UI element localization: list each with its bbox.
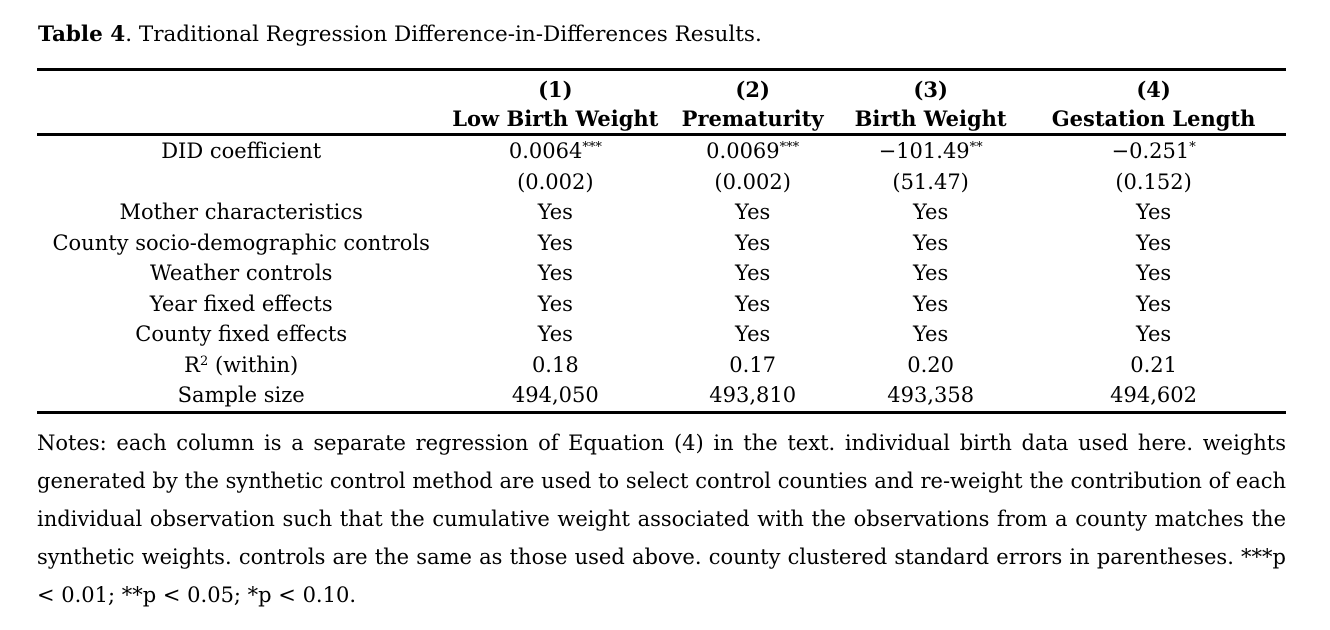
column-header: Gestation Length <box>1021 104 1286 136</box>
cell-value: Yes <box>735 291 771 316</box>
empty-corner-cell <box>37 70 445 105</box>
table-caption-text: . Traditional Regression Difference-in-D… <box>125 22 762 47</box>
cell-value: 494,050 <box>511 383 599 408</box>
row-label <box>37 167 445 198</box>
table-notes: Notes: each column is a separate regress… <box>37 430 1286 607</box>
cell-value: 493,358 <box>887 383 975 408</box>
table-row: DID coefficient 0.0064*** 0.0069*** −101… <box>37 135 1286 167</box>
cell-value: 0.21 <box>1130 352 1177 377</box>
row-label: R2 (within) <box>37 350 445 381</box>
column-header: Birth Weight <box>840 104 1022 136</box>
row-label: Weather controls <box>149 261 333 286</box>
column-header: Low Birth Weight <box>445 104 666 136</box>
column-header: Prematurity <box>665 104 841 136</box>
cell-value: Yes <box>1135 230 1172 255</box>
coefficient: 0.0069 <box>706 139 780 164</box>
significance-stars: *** <box>779 140 800 156</box>
table-row: R2 (within) 0.18 0.17 0.20 0.21 <box>37 350 1286 381</box>
table-caption-number: Table 4 <box>38 22 126 47</box>
cell-value: 0.18 <box>531 352 579 377</box>
r-squared-label: R <box>184 352 200 377</box>
superscript-2: 2 <box>199 353 209 369</box>
significance-stars: *** <box>582 140 602 156</box>
cell-value: Yes <box>537 261 573 286</box>
cell-value: Yes <box>735 261 771 286</box>
row-label: County socio-demographic controls <box>52 230 430 255</box>
coefficient: −0.251 <box>1111 139 1190 164</box>
cell-value: Yes <box>1135 291 1172 316</box>
row-label: County fixed effects <box>135 322 348 347</box>
coefficient: 0.0064 <box>508 139 583 164</box>
row-label: DID coefficient <box>161 139 322 164</box>
cell-value: 494,602 <box>1110 383 1198 408</box>
table-row: (0.002) (0.002) (51.47) (0.152) <box>37 167 1286 198</box>
cell-value: Yes <box>537 291 573 316</box>
table-row: Weather controls Yes Yes Yes Yes <box>37 258 1286 289</box>
row-label: Mother characteristics <box>119 200 363 225</box>
cell-value: Yes <box>913 322 949 347</box>
row-label: Year fixed effects <box>149 291 333 316</box>
cell-value: −0.251* <box>1021 135 1286 167</box>
cell-value: Yes <box>1135 322 1172 347</box>
cell-value: Yes <box>735 230 771 255</box>
table-row: County fixed effects Yes Yes Yes Yes <box>37 319 1286 350</box>
table-row: Sample size 494,050 493,810 493,358 494,… <box>37 380 1286 412</box>
cell-value: (0.152) <box>1115 169 1192 194</box>
cell-value: (51.47) <box>892 169 969 194</box>
table-row: Mother characteristics Yes Yes Yes Yes <box>37 197 1286 228</box>
cell-value: −101.49** <box>840 135 1021 167</box>
cell-value: Yes <box>913 291 949 316</box>
cell-value: Yes <box>735 322 771 347</box>
cell-value: 0.0064*** <box>445 135 665 167</box>
column-number: (2) <box>735 76 770 102</box>
empty-corner-cell <box>37 104 446 136</box>
significance-stars: ** <box>969 140 983 156</box>
table-row: Year fixed effects Yes Yes Yes Yes <box>37 289 1286 320</box>
column-header-row: Low Birth Weight Prematurity Birth Weigh… <box>37 104 1286 136</box>
cell-value: Yes <box>913 230 949 255</box>
column-number: (1) <box>538 76 573 102</box>
column-number: (3) <box>913 76 948 102</box>
cell-value: Yes <box>537 322 573 347</box>
cell-value: 0.0069*** <box>665 135 840 167</box>
table-caption: Table 4. Traditional Regression Differen… <box>38 22 1286 48</box>
table-row: County socio-demographic controls Yes Ye… <box>37 228 1286 259</box>
regression-results-table: (1) (2) (3) (4) Low Birth Weight Prematu… <box>37 68 1286 414</box>
cell-value: Yes <box>1135 200 1172 225</box>
cell-value: 0.20 <box>907 352 955 377</box>
cell-value: Yes <box>913 261 949 286</box>
cell-value: Yes <box>1135 261 1172 286</box>
cell-value: 493,810 <box>709 383 797 408</box>
significance-stars: * <box>1189 140 1196 156</box>
column-number-row: (1) (2) (3) (4) <box>37 70 1286 105</box>
cell-value: Yes <box>537 200 573 225</box>
coefficient: −101.49 <box>878 139 970 164</box>
cell-value: Yes <box>735 200 771 225</box>
cell-value: Yes <box>913 200 949 225</box>
r-squared-label-suffix: (within) <box>208 352 299 377</box>
row-label: Sample size <box>177 383 305 408</box>
cell-value: (0.002) <box>714 169 791 194</box>
column-number: (4) <box>1136 76 1171 102</box>
cell-value: (0.002) <box>517 169 594 194</box>
cell-value: 0.17 <box>729 352 777 377</box>
cell-value: Yes <box>537 230 573 255</box>
